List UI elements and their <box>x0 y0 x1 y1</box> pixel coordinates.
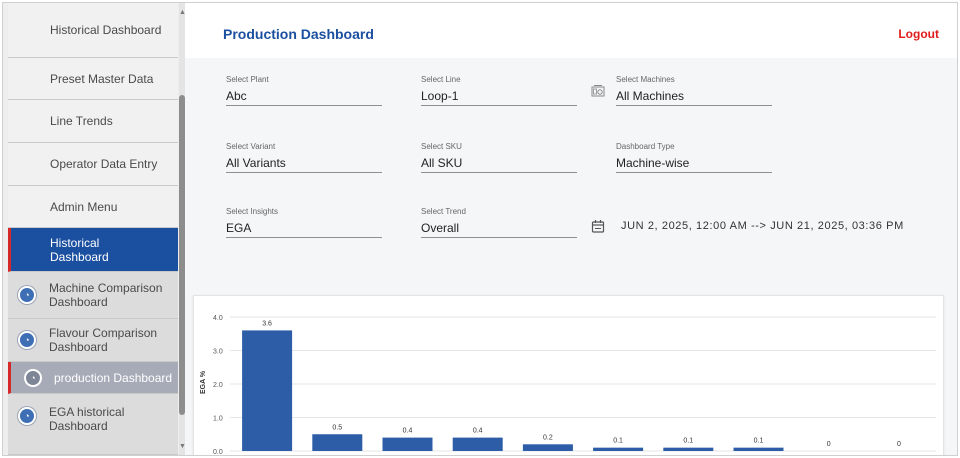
gauge-icon: ◔ <box>18 407 36 425</box>
header-bar: Production Dashboard Logout <box>185 3 957 58</box>
gauge-icon: ◔ <box>24 368 42 387</box>
bar-value-label: 0.1 <box>613 438 623 445</box>
sidebar-item-label: Historical Dashboard <box>50 23 162 37</box>
sidebar-item-label: Historical Dashboard <box>50 235 109 264</box>
date-range-picker[interactable]: JUN 2, 2025, 12:00 AM --> JUN 21, 2025, … <box>621 220 904 232</box>
y-tick-label: 3.0 <box>213 349 223 356</box>
field-value: All Variants <box>226 156 286 170</box>
bar <box>382 437 433 451</box>
bar-value-label: 0.1 <box>683 438 693 445</box>
y-tick-label: 0.0 <box>213 449 223 456</box>
bar-value-label: 3.6 <box>262 320 272 327</box>
bar <box>663 447 714 451</box>
field-label: Dashboard Type <box>616 142 675 151</box>
sidebar-item-admin-menu[interactable]: Admin Menu <box>8 186 178 228</box>
field-label: Select Line <box>421 75 461 84</box>
sidebar-item-machine-comparison[interactable]: ◔ Machine Comparison Dashboard <box>8 272 178 319</box>
sidebar-item-production-dashboard[interactable]: ◔ production Dashboard <box>8 362 178 394</box>
calendar-icon[interactable] <box>591 219 605 233</box>
sidebar-item-historical-dashboard[interactable]: Historical Dashboard <box>8 3 178 58</box>
bar <box>593 447 644 451</box>
sidebar-item-label: Flavour Comparison Dashboard <box>49 326 158 354</box>
gauge-icon: ◔ <box>18 286 36 304</box>
sidebar-item-preset-master-data[interactable]: Preset Master Data <box>8 58 178 100</box>
field-value: Overall <box>421 221 460 235</box>
field-label: Select SKU <box>421 142 462 151</box>
bar-value-label: 0.2 <box>543 434 553 441</box>
sidebar-item-label: Machine Comparison Dashboard <box>49 281 163 309</box>
bar-value-label: 0 <box>897 441 901 448</box>
y-axis-label: EGA % <box>200 370 207 394</box>
bar-value-label: 0.4 <box>473 428 483 435</box>
sku-select[interactable]: Select SKU All SKU <box>421 142 577 173</box>
y-tick-label: 4.0 <box>213 315 223 322</box>
insights-select[interactable]: Select Insights EGA <box>226 207 382 238</box>
bar <box>312 434 363 451</box>
sidebar: Historical Dashboard Preset Master Data … <box>3 3 186 455</box>
sidebar-item-label: Line Trends <box>50 114 113 128</box>
bar <box>242 330 293 451</box>
y-tick-label: 1.0 <box>213 416 223 423</box>
field-value: Abc <box>226 89 247 103</box>
field-value: All Machines <box>616 89 685 103</box>
sidebar-item-historical-dashboard-active[interactable]: Historical Dashboard <box>8 228 178 272</box>
machine-icon <box>591 85 605 97</box>
gauge-icon: ◔ <box>18 331 36 349</box>
bar <box>452 437 503 451</box>
logout-button[interactable]: Logout <box>898 27 939 41</box>
field-value: Machine-wise <box>616 156 690 170</box>
ega-bar-chart: 0.0 1.0 2.0 3.0 4.0 EGA % 3.6 0.5 0.4 0.4 0.2 0.1 0.… <box>200 315 936 456</box>
y-tick-label: 2.0 <box>213 382 223 389</box>
page-title: Production Dashboard <box>223 26 374 42</box>
bar-value-label: 0.4 <box>403 428 413 435</box>
scroll-up-arrow-icon[interactable]: ▲ <box>179 9 186 16</box>
sidebar-item-label: Operator Data Entry <box>50 157 158 171</box>
dashboard-type-select[interactable]: Dashboard Type Machine-wise <box>616 142 772 173</box>
sidebar-scrollbar-thumb[interactable] <box>179 95 185 415</box>
trend-select[interactable]: Select Trend Overall <box>421 207 577 238</box>
scroll-down-arrow-icon[interactable]: ▼ <box>179 443 186 450</box>
sidebar-item-line-trends[interactable]: Line Trends <box>8 100 178 143</box>
field-value: All SKU <box>421 156 463 170</box>
field-label: Select Machines <box>616 75 675 84</box>
plant-select[interactable]: Select Plant Abc <box>226 75 382 106</box>
sidebar-item-ega-historical[interactable]: ◔ EGA historical Dashboard <box>8 394 178 455</box>
line-select[interactable]: Select Line Loop-1 <box>421 75 577 106</box>
field-label: Select Plant <box>226 75 269 84</box>
bar-value-label: 0.5 <box>332 424 342 431</box>
bar <box>522 444 573 451</box>
field-value: EGA <box>226 221 252 235</box>
field-label: Select Variant <box>226 142 276 151</box>
bar <box>733 447 784 451</box>
field-label: Select Trend <box>421 207 466 216</box>
sidebar-item-label: Preset Master Data <box>50 71 154 86</box>
sidebar-item-label: Admin Menu <box>50 199 118 214</box>
bar-value-label: 0.1 <box>754 438 764 445</box>
bar-value-label: 0 <box>827 441 831 448</box>
chart-card: 0.0 1.0 2.0 3.0 4.0 EGA % 3.6 0.5 0.4 0.4 0.2 0.1 0.… <box>193 295 944 456</box>
sidebar-item-label: production Dashboard <box>54 370 173 385</box>
field-value: Loop-1 <box>421 89 459 103</box>
variant-select[interactable]: Select Variant All Variants <box>226 142 382 173</box>
machines-select[interactable]: Select Machines All Machines <box>616 75 772 106</box>
sidebar-item-label: EGA historical Dashboard <box>49 405 125 433</box>
field-label: Select Insights <box>226 207 279 216</box>
sidebar-item-flavour-comparison[interactable]: ◔ Flavour Comparison Dashboard <box>8 319 178 362</box>
sidebar-item-operator-data-entry[interactable]: Operator Data Entry <box>8 143 178 186</box>
